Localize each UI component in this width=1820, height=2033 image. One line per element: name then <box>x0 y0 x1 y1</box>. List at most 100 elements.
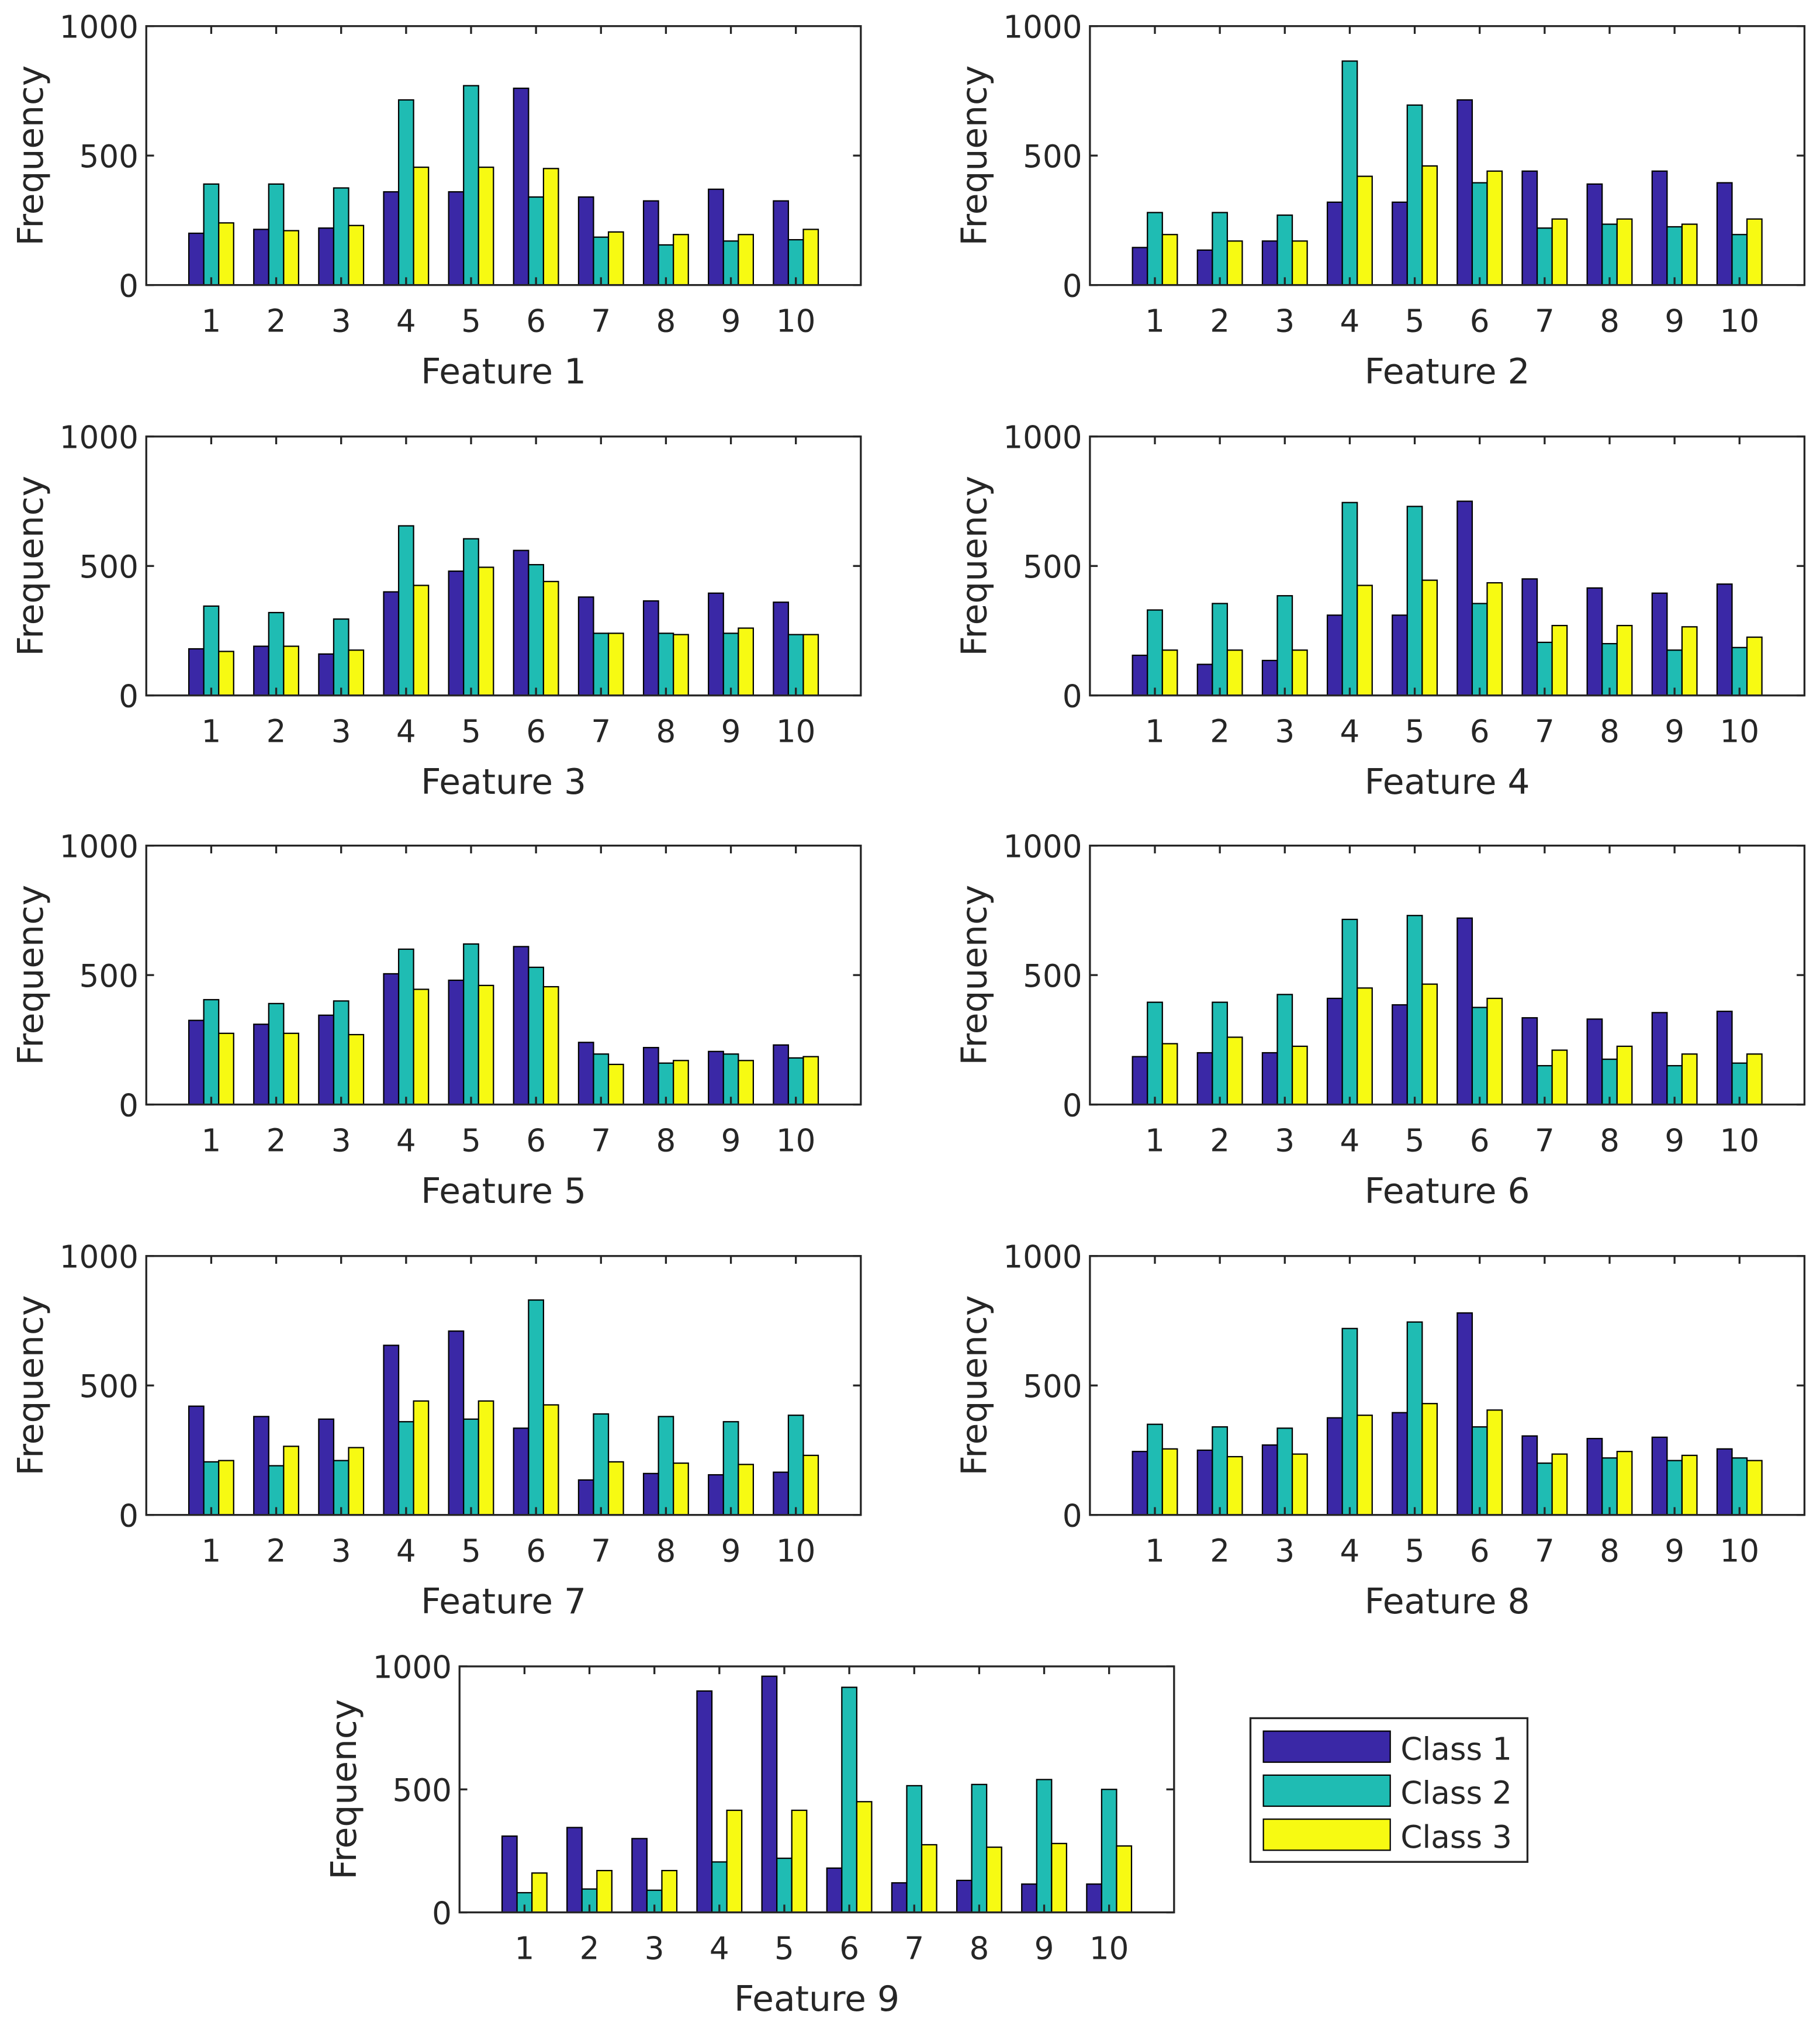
x-tick-label: 4 <box>1340 1533 1360 1569</box>
bar-class-1-bin-5 <box>448 571 465 696</box>
subplot-feature-8: 0 500 1000 1 2 3 4 5 6 7 8 9 10 Feature 8 Frequency <box>955 1239 1806 1622</box>
x-tick-label: 3 <box>331 1122 351 1159</box>
x-tick-label: 9 <box>1665 1533 1684 1569</box>
x-tick-label: 5 <box>1405 303 1425 339</box>
bar-class-1-bin-3 <box>1261 1052 1278 1105</box>
y-tick-label: 0 <box>119 1498 139 1534</box>
bar-class-2-bin-4 <box>1341 1327 1358 1516</box>
bar-class-2-bin-5 <box>463 1418 479 1516</box>
x-tick-label: 1 <box>1145 1122 1165 1159</box>
bar-class-3-bin-10 <box>1746 636 1763 696</box>
bar-class-3-bin-9 <box>1681 626 1698 696</box>
bar-class-1-bin-9 <box>1021 1883 1037 1913</box>
x-tick-label: 2 <box>580 1930 600 1966</box>
bar-class-1-bin-9 <box>1651 592 1668 696</box>
bar-class-1-bin-5 <box>1392 201 1408 286</box>
bar-class-3-bin-4 <box>1357 175 1373 286</box>
bar-class-1-bin-4 <box>696 1690 713 1913</box>
bar-class-1-bin-3 <box>318 1014 335 1105</box>
x-tick-label: 2 <box>267 303 286 339</box>
bar-class-3-bin-8 <box>1616 218 1633 286</box>
x-tick-label: 1 <box>1145 713 1165 749</box>
x-tick-label: 9 <box>721 713 741 749</box>
bar-class-1-bin-10 <box>1086 1883 1103 1913</box>
x-tick-label: 3 <box>1275 1122 1295 1159</box>
bar-class-1-bin-5 <box>761 1675 778 1913</box>
x-axis-label: Feature 2 <box>1365 352 1530 392</box>
bar-class-1-bin-10 <box>1716 1011 1733 1105</box>
x-tick-label: 5 <box>461 1122 481 1159</box>
x-tick-label: 3 <box>1275 303 1295 339</box>
x-tick-label: 2 <box>267 1533 286 1569</box>
bar-class-2-bin-5 <box>463 85 479 286</box>
x-tick-label: 5 <box>774 1930 794 1966</box>
bar-class-1-bin-2 <box>1196 1449 1213 1516</box>
bar-class-3-bin-4 <box>413 585 430 696</box>
bar-class-3-bin-5 <box>1421 579 1438 696</box>
bar-class-3-bin-7 <box>921 1844 937 1913</box>
bar-class-3-bin-9 <box>738 1464 755 1516</box>
bar-class-1-bin-2 <box>253 229 269 286</box>
x-tick-label: 10 <box>1719 303 1759 339</box>
x-tick-label: 2 <box>1210 1122 1230 1159</box>
y-tick-label: 500 <box>79 958 139 994</box>
x-tick-label: 7 <box>591 303 611 339</box>
legend-swatch-class-3 <box>1262 1818 1391 1851</box>
bar-class-2-bin-4 <box>397 99 414 286</box>
bar-class-3-bin-10 <box>1746 218 1763 286</box>
bar-class-1-bin-4 <box>383 191 400 286</box>
bar-class-3-bin-6 <box>1486 1409 1503 1516</box>
bar-class-3-bin-4 <box>1357 585 1373 696</box>
bar-class-1-bin-7 <box>1521 170 1538 286</box>
bar-class-2-bin-5 <box>1406 915 1423 1105</box>
bar-class-3-bin-7 <box>1551 218 1568 286</box>
x-tick-label: 7 <box>591 1122 611 1159</box>
bar-class-3-bin-8 <box>1616 1045 1633 1105</box>
x-tick-label: 9 <box>721 1122 741 1159</box>
bar-class-3-bin-5 <box>478 566 494 696</box>
bar-class-3-bin-5 <box>478 166 494 286</box>
bar-class-1-bin-3 <box>318 1418 335 1516</box>
x-tick-label: 10 <box>1719 1122 1759 1159</box>
x-tick-label: 3 <box>1275 713 1295 749</box>
bar-class-2-bin-6 <box>528 196 545 286</box>
y-axis-label: Frequency <box>11 476 51 656</box>
x-tick-label: 4 <box>396 1533 416 1569</box>
bar-class-2-bin-6 <box>1471 1426 1488 1516</box>
bar-class-1-bin-10 <box>773 1471 790 1516</box>
x-tick-label: 8 <box>656 713 676 749</box>
x-tick-label: 9 <box>1665 1122 1684 1159</box>
bar-class-1-bin-7 <box>891 1882 908 1913</box>
bar-class-2-bin-1 <box>203 999 220 1105</box>
bar-class-3-bin-5 <box>1421 165 1438 286</box>
x-tick-label: 3 <box>331 1533 351 1569</box>
bar-class-2-bin-4 <box>397 1421 414 1516</box>
y-axis-label: Frequency <box>324 1699 365 1880</box>
x-tick-label: 8 <box>1600 713 1620 749</box>
x-axis-label: Feature 3 <box>421 762 586 803</box>
bar-class-2-bin-2 <box>1212 1001 1229 1105</box>
bar-class-3-bin-5 <box>1421 983 1438 1105</box>
bar-class-2-bin-2 <box>1212 212 1229 286</box>
bar-class-3-bin-9 <box>1681 1454 1698 1516</box>
x-tick-label: 3 <box>331 713 351 749</box>
x-tick-label: 1 <box>1145 1533 1165 1569</box>
x-tick-label: 4 <box>396 1122 416 1159</box>
bar-class-3-bin-5 <box>478 1400 494 1516</box>
bar-class-3-bin-2 <box>1226 240 1243 286</box>
bar-class-2-bin-2 <box>1212 603 1229 696</box>
bar-class-1-bin-9 <box>708 592 724 696</box>
x-axis-label: Feature 5 <box>421 1171 586 1212</box>
x-tick-label: 10 <box>776 1122 816 1159</box>
bar-class-3-bin-9 <box>738 234 755 286</box>
bar-class-1-bin-8 <box>1586 1437 1603 1516</box>
bar-class-3-bin-7 <box>607 1063 624 1105</box>
x-tick-label: 4 <box>396 713 416 749</box>
bar-class-3-bin-1 <box>1161 649 1178 696</box>
x-tick-label: 5 <box>461 713 481 749</box>
subplot-feature-2: 0 500 1000 1 2 3 4 5 6 7 8 9 10 Feature 2 Frequency <box>955 9 1806 392</box>
x-axis-label: Feature 8 <box>1365 1582 1530 1622</box>
x-tick-label: 8 <box>1600 1122 1620 1159</box>
x-tick-label: 10 <box>1089 1930 1129 1966</box>
bar-class-1-bin-3 <box>318 227 335 286</box>
